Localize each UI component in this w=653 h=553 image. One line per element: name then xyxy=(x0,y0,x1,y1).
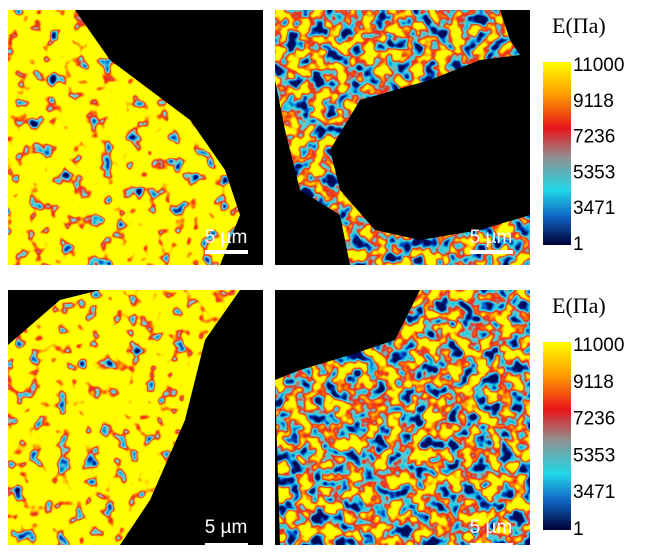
colorbar-title: E(Πa) xyxy=(552,13,606,38)
colorbar xyxy=(543,62,571,245)
colorbar-tick-label: 7236 xyxy=(573,409,615,430)
panel: 5 µm xyxy=(275,10,530,265)
panel: 5 µm xyxy=(275,290,530,545)
colorbar-tick-label: 11000 xyxy=(573,55,624,76)
scale-label: 5 µm xyxy=(205,227,248,248)
scale-label: 5 µm xyxy=(205,517,248,538)
colorbar-tick-label: 7236 xyxy=(573,127,615,148)
colorbar-tick-label: 5353 xyxy=(573,445,615,466)
colorbar-tick-label: 1 xyxy=(573,234,584,255)
colorbar xyxy=(543,342,571,530)
colorbar-tick-label: 1 xyxy=(573,519,584,540)
colorbar-title: E(Πa) xyxy=(552,293,606,318)
colorbar-tick-label: 3471 xyxy=(573,482,615,503)
colorbar-tick-label: 5353 xyxy=(573,162,615,183)
panel: 5 µm xyxy=(8,10,263,265)
scale-label: 5 µm xyxy=(470,227,513,248)
colorbar-tick-label: 9118 xyxy=(573,372,614,393)
colorbar-tick-label: 3471 xyxy=(573,198,615,219)
colorbars: E(Πa) 11000 9118 7236 5353 3471 1 E(Πa) 11000 911… xyxy=(543,13,624,540)
panel: 5 µm xyxy=(8,290,263,545)
colorbar-tick-label: 11000 xyxy=(573,335,624,356)
colorbar-tick-label: 9118 xyxy=(573,91,614,112)
figure: 5 µm 5 µm 5 µm 5 µm E(Πa) 11000 9118 7236 53… xyxy=(0,0,653,553)
scale-label: 5 µm xyxy=(470,517,513,538)
